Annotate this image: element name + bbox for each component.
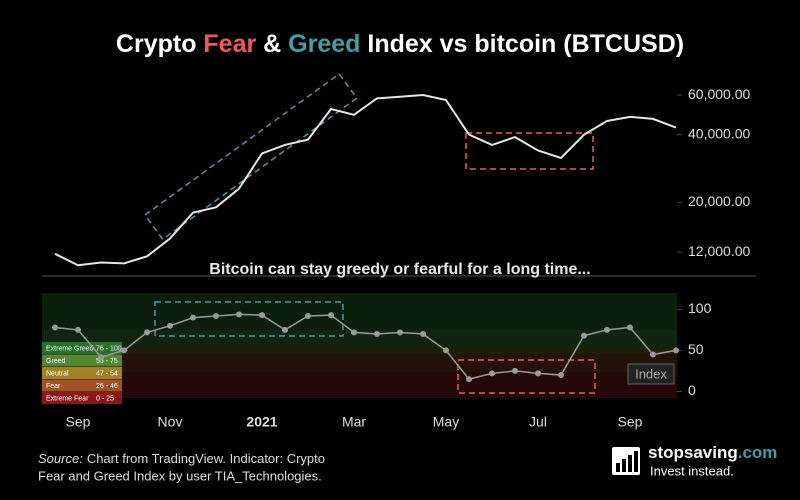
data-point xyxy=(489,370,495,377)
data-point xyxy=(98,353,104,360)
x-tick-label: Jul xyxy=(529,414,547,430)
title-part: Greed xyxy=(288,30,360,58)
brand-logo-bar xyxy=(628,455,632,472)
source-text: Fear and Greed Index by user TIA_Technol… xyxy=(38,468,322,483)
x-tick-label: Sep xyxy=(618,414,643,430)
data-point xyxy=(236,311,242,318)
data-point xyxy=(466,376,472,383)
series-label-box xyxy=(627,363,675,385)
highlight-box xyxy=(465,132,594,170)
zone-band xyxy=(42,293,677,330)
data-point xyxy=(558,372,564,379)
x-tick-label: Nov xyxy=(158,414,183,430)
source-prefix: Source: xyxy=(38,451,83,466)
source-text: Chart from TradingView. Indicator: Crypt… xyxy=(87,451,325,466)
data-point xyxy=(144,329,150,336)
data-point xyxy=(167,322,173,329)
data-point xyxy=(259,312,265,319)
data-point xyxy=(374,331,380,338)
x-tick-label: May xyxy=(433,414,459,430)
data-point xyxy=(627,324,633,331)
highlight-box xyxy=(457,359,596,394)
y-tick-label: 40,000.00 xyxy=(688,125,750,141)
series-line xyxy=(54,313,677,380)
source: Source: Chart from TradingView. Indicator… xyxy=(38,451,325,466)
data-point xyxy=(673,347,679,354)
brand-logo-bar xyxy=(622,459,626,472)
y-tick-label: 20,000.00 xyxy=(688,193,750,209)
y-tick-label: 100 xyxy=(688,300,712,316)
brand-name: stopsaving xyxy=(648,443,738,462)
data-point xyxy=(535,370,541,377)
zone-range: 0 - 25 xyxy=(96,395,114,402)
zone-legend: Extreme Greed 76 - 100 Greed 55 - 75 Neutral… xyxy=(42,342,122,404)
brand-logo-bar xyxy=(634,451,638,472)
title-part: Fear xyxy=(203,30,256,58)
brand-logo-bar xyxy=(616,463,620,472)
zone-band xyxy=(42,372,677,398)
brand-name: stopsaving.com xyxy=(648,443,777,462)
data-point xyxy=(397,329,403,336)
zone-band xyxy=(42,354,677,372)
data-point xyxy=(512,367,518,374)
data-point xyxy=(75,326,81,333)
zone-range: 26 - 46 xyxy=(96,383,118,390)
data-point xyxy=(604,326,610,333)
y-tick-label: 12,000.00 xyxy=(688,243,750,259)
data-point xyxy=(581,332,587,339)
y-tick-label: 60,000.00 xyxy=(688,86,750,102)
zone-label: Extreme Fear xyxy=(46,395,89,402)
zone-label: Fear xyxy=(46,383,61,390)
y-tick-label: 50 xyxy=(688,341,704,357)
zone-label: Greed xyxy=(46,358,66,365)
zone-range: 76 - 100 xyxy=(96,345,122,352)
brand-tagline: Invest instead. xyxy=(650,463,734,478)
zone-range: 55 - 75 xyxy=(96,358,118,365)
zone-range: 47 - 54 xyxy=(96,370,118,377)
data-point xyxy=(213,312,219,319)
zone-swatch xyxy=(42,367,122,379)
brand-suffix: .com xyxy=(738,443,778,462)
series-label: Index xyxy=(635,366,667,381)
title-part: & xyxy=(256,30,288,58)
title-part: Index vs bitcoin (BTCUSD) xyxy=(360,30,684,58)
data-point xyxy=(121,347,127,354)
x-tick-label: Mar xyxy=(342,414,366,430)
zone-label: Neutral xyxy=(46,370,69,377)
zone-band xyxy=(42,330,677,347)
data-point xyxy=(351,329,357,336)
data-point xyxy=(420,331,426,338)
x-tick-label: Sep xyxy=(66,414,91,430)
zone-band xyxy=(42,347,677,354)
zone-swatch xyxy=(42,392,122,404)
data-point xyxy=(443,347,449,354)
annotation: Bitcoin can stay greedy or fearful for a… xyxy=(209,261,590,278)
data-point xyxy=(305,312,311,319)
highlight-box xyxy=(154,301,344,337)
series-line xyxy=(54,94,677,267)
x-tick-label: 2021 xyxy=(246,414,277,430)
zone-label: Extreme Greed xyxy=(46,345,94,352)
title-part: Crypto xyxy=(116,30,204,58)
data-point xyxy=(190,314,196,321)
data-point xyxy=(52,324,58,331)
chart-title: Crypto Fear & Greed Index vs bitcoin (BT… xyxy=(116,30,684,58)
data-point xyxy=(282,326,288,333)
zone-swatch xyxy=(42,379,122,392)
highlight-box xyxy=(143,72,358,241)
data-point xyxy=(650,351,656,358)
y-tick-label: 0 xyxy=(688,382,696,398)
zone-swatch xyxy=(42,342,122,354)
data-point xyxy=(328,312,334,319)
